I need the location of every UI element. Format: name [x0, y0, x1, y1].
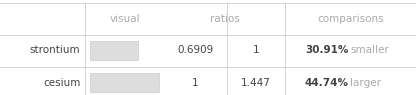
- Text: comparisons: comparisons: [317, 14, 384, 24]
- Text: smaller: smaller: [351, 45, 389, 55]
- Bar: [90, 41, 138, 60]
- Text: 1.447: 1.447: [241, 78, 271, 88]
- Text: cesium: cesium: [43, 78, 80, 88]
- Text: visual: visual: [109, 14, 140, 24]
- Text: 0.6909: 0.6909: [177, 45, 214, 55]
- Text: larger: larger: [351, 78, 381, 88]
- Text: 1: 1: [253, 45, 259, 55]
- Text: strontium: strontium: [30, 45, 80, 55]
- Text: 1: 1: [192, 78, 199, 88]
- Bar: [90, 73, 159, 92]
- Text: ratios: ratios: [210, 14, 240, 24]
- Text: 44.74%: 44.74%: [305, 78, 349, 88]
- Text: 30.91%: 30.91%: [305, 45, 349, 55]
